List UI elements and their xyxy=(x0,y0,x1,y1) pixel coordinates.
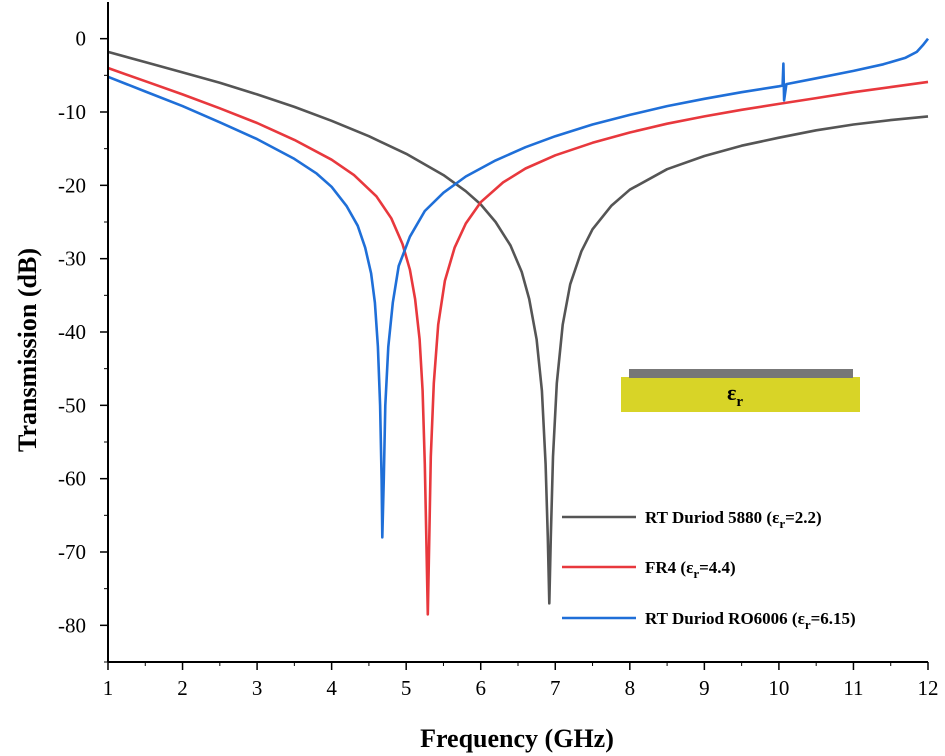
y-tick-label--80: -80 xyxy=(58,613,86,637)
series-line-fr4 xyxy=(107,66,929,616)
inset-substrate xyxy=(621,377,860,412)
y-tick-label--60: -60 xyxy=(58,467,86,491)
legend-label-ro6006: RT Duriod RO6006 (εr=6.15) xyxy=(645,609,856,632)
x-tick-label-9: 9 xyxy=(699,676,710,700)
y-tick-label--30: -30 xyxy=(58,247,86,271)
x-tick-label-11: 11 xyxy=(843,676,863,700)
x-tick-label-8: 8 xyxy=(625,676,636,700)
x-tick-label-3: 3 xyxy=(252,676,263,700)
x-tick-label-7: 7 xyxy=(550,676,561,700)
series-line-ro6006 xyxy=(107,37,930,539)
legend-label-rt5880: RT Duriod 5880 (εr=2.2) xyxy=(645,508,822,531)
ticks-layer: 1 2 3 4 5 6 7 8 9 10 11 120-10-20-30-40-50-60-70-80 xyxy=(58,27,939,700)
x-tick-label-5: 5 xyxy=(401,676,412,700)
y-tick-label--70: -70 xyxy=(58,540,86,564)
y-axis-label: Transmission (dB) xyxy=(13,248,42,452)
series-line-rt5880 xyxy=(107,50,929,605)
legend-item-rt5880: RT Duriod 5880 (εr=2.2) xyxy=(562,508,822,531)
legend: RT Duriod 5880 (εr=2.2) FR4 (εr=4.4) RT … xyxy=(562,508,856,632)
x-tick-label-12: 12 xyxy=(918,676,939,700)
x-tick-label-4: 4 xyxy=(326,676,337,700)
x-axis-label: Frequency (GHz) xyxy=(420,724,614,753)
x-tick-label-6: 6 xyxy=(475,676,486,700)
y-tick-label-0: 0 xyxy=(76,27,87,51)
y-tick-label--50: -50 xyxy=(58,393,86,417)
x-tick-label-2: 2 xyxy=(177,676,188,700)
x-tick-label-10: 10 xyxy=(768,676,789,700)
inset-metal-strip xyxy=(629,369,853,378)
y-tick-label--10: -10 xyxy=(58,100,86,124)
inset-epsilon-label: εr xyxy=(727,380,743,410)
legend-item-fr4: FR4 (εr=4.4) xyxy=(562,558,736,581)
y-tick-label--40: -40 xyxy=(58,320,86,344)
y-tick-label--20: -20 xyxy=(58,173,86,197)
legend-item-ro6006: RT Duriod RO6006 (εr=6.15) xyxy=(562,609,856,632)
series-layer xyxy=(107,37,930,616)
substrate-inset: εr xyxy=(621,369,860,412)
x-tick-label-1: 1 xyxy=(103,676,114,700)
legend-label-fr4: FR4 (εr=4.4) xyxy=(645,558,736,581)
